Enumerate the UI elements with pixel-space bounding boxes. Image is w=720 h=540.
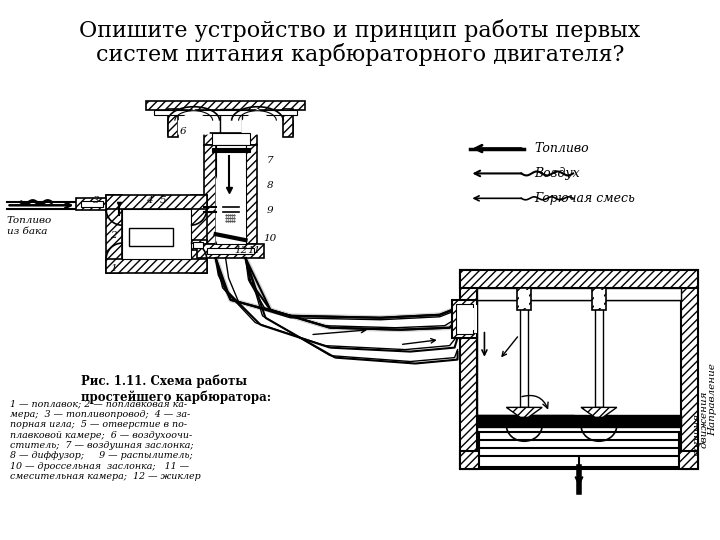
Text: 9: 9	[267, 206, 274, 215]
Text: систем питания карбюраторного двигателя?: систем питания карбюраторного двигателя?	[96, 43, 624, 66]
Text: 7: 7	[267, 156, 274, 165]
Bar	[517, 288, 531, 310]
Text: Топливо: Топливо	[534, 142, 589, 155]
Bar	[459, 270, 477, 469]
Polygon shape	[216, 145, 222, 244]
Text: Воздух: Воздух	[534, 167, 580, 180]
Bar	[207, 248, 254, 254]
Bar	[521, 288, 528, 407]
Text: поршня: поршня	[692, 413, 701, 456]
Text: движения: движения	[700, 390, 709, 448]
Text: Горючая смесь: Горючая смесь	[534, 192, 635, 205]
Bar	[81, 201, 103, 207]
Bar	[456, 304, 474, 334]
Polygon shape	[178, 109, 210, 134]
Bar	[212, 147, 250, 152]
Bar	[193, 242, 203, 248]
Bar	[189, 240, 207, 250]
Bar	[204, 145, 216, 244]
Bar	[154, 110, 297, 114]
Text: 3: 3	[93, 196, 99, 205]
Bar	[477, 288, 680, 300]
Text: 1 — поплавок; 2 — поплавковая ка-
мера;  3 — топливопровод;  4 — за-
порная игла: 1 — поплавок; 2 — поплавковая ка- мера; …	[9, 400, 200, 481]
Bar	[519, 290, 529, 308]
Bar	[216, 145, 246, 244]
Bar	[459, 451, 698, 469]
Bar	[477, 300, 680, 451]
Polygon shape	[238, 145, 246, 244]
Text: 1: 1	[110, 264, 117, 273]
Bar	[477, 415, 574, 426]
Bar	[462, 308, 474, 330]
Bar	[106, 259, 207, 273]
Text: Топливо
из бака: Топливо из бака	[6, 216, 52, 235]
Bar	[191, 195, 207, 273]
Text: Рис. 1.11. Схема работы
простейшего карбюратора:: Рис. 1.11. Схема работы простейшего карб…	[81, 375, 271, 403]
Bar	[477, 415, 680, 427]
Bar	[204, 133, 258, 145]
Text: 2: 2	[110, 231, 117, 240]
Text: 8: 8	[267, 181, 274, 190]
Bar	[246, 145, 258, 244]
Text: 11: 11	[247, 246, 260, 254]
Bar	[220, 109, 241, 137]
Bar	[451, 300, 477, 338]
Text: Опишите устройство и принцип работы первых: Опишите устройство и принцип работы перв…	[79, 19, 641, 42]
Bar	[459, 305, 477, 333]
Bar	[106, 195, 207, 210]
Bar	[284, 109, 293, 137]
Bar	[595, 288, 603, 407]
Bar	[122, 210, 191, 259]
Bar	[594, 290, 604, 308]
Bar	[106, 195, 122, 273]
Text: Направление: Направление	[708, 363, 717, 436]
Bar	[480, 432, 678, 467]
Text: 6: 6	[179, 127, 186, 136]
Bar	[76, 198, 106, 210]
Text: 10: 10	[264, 234, 277, 242]
Text: 4: 4	[145, 196, 152, 205]
Text: 5: 5	[160, 196, 166, 205]
Polygon shape	[241, 109, 274, 134]
Polygon shape	[581, 407, 617, 417]
Bar	[212, 133, 250, 145]
Bar	[146, 101, 305, 110]
Polygon shape	[506, 407, 542, 417]
Text: 12: 12	[234, 246, 247, 254]
Bar	[168, 109, 178, 137]
Bar	[129, 228, 173, 246]
Bar	[459, 270, 698, 288]
Bar	[592, 288, 606, 310]
Bar	[680, 270, 698, 469]
Bar	[197, 244, 264, 258]
